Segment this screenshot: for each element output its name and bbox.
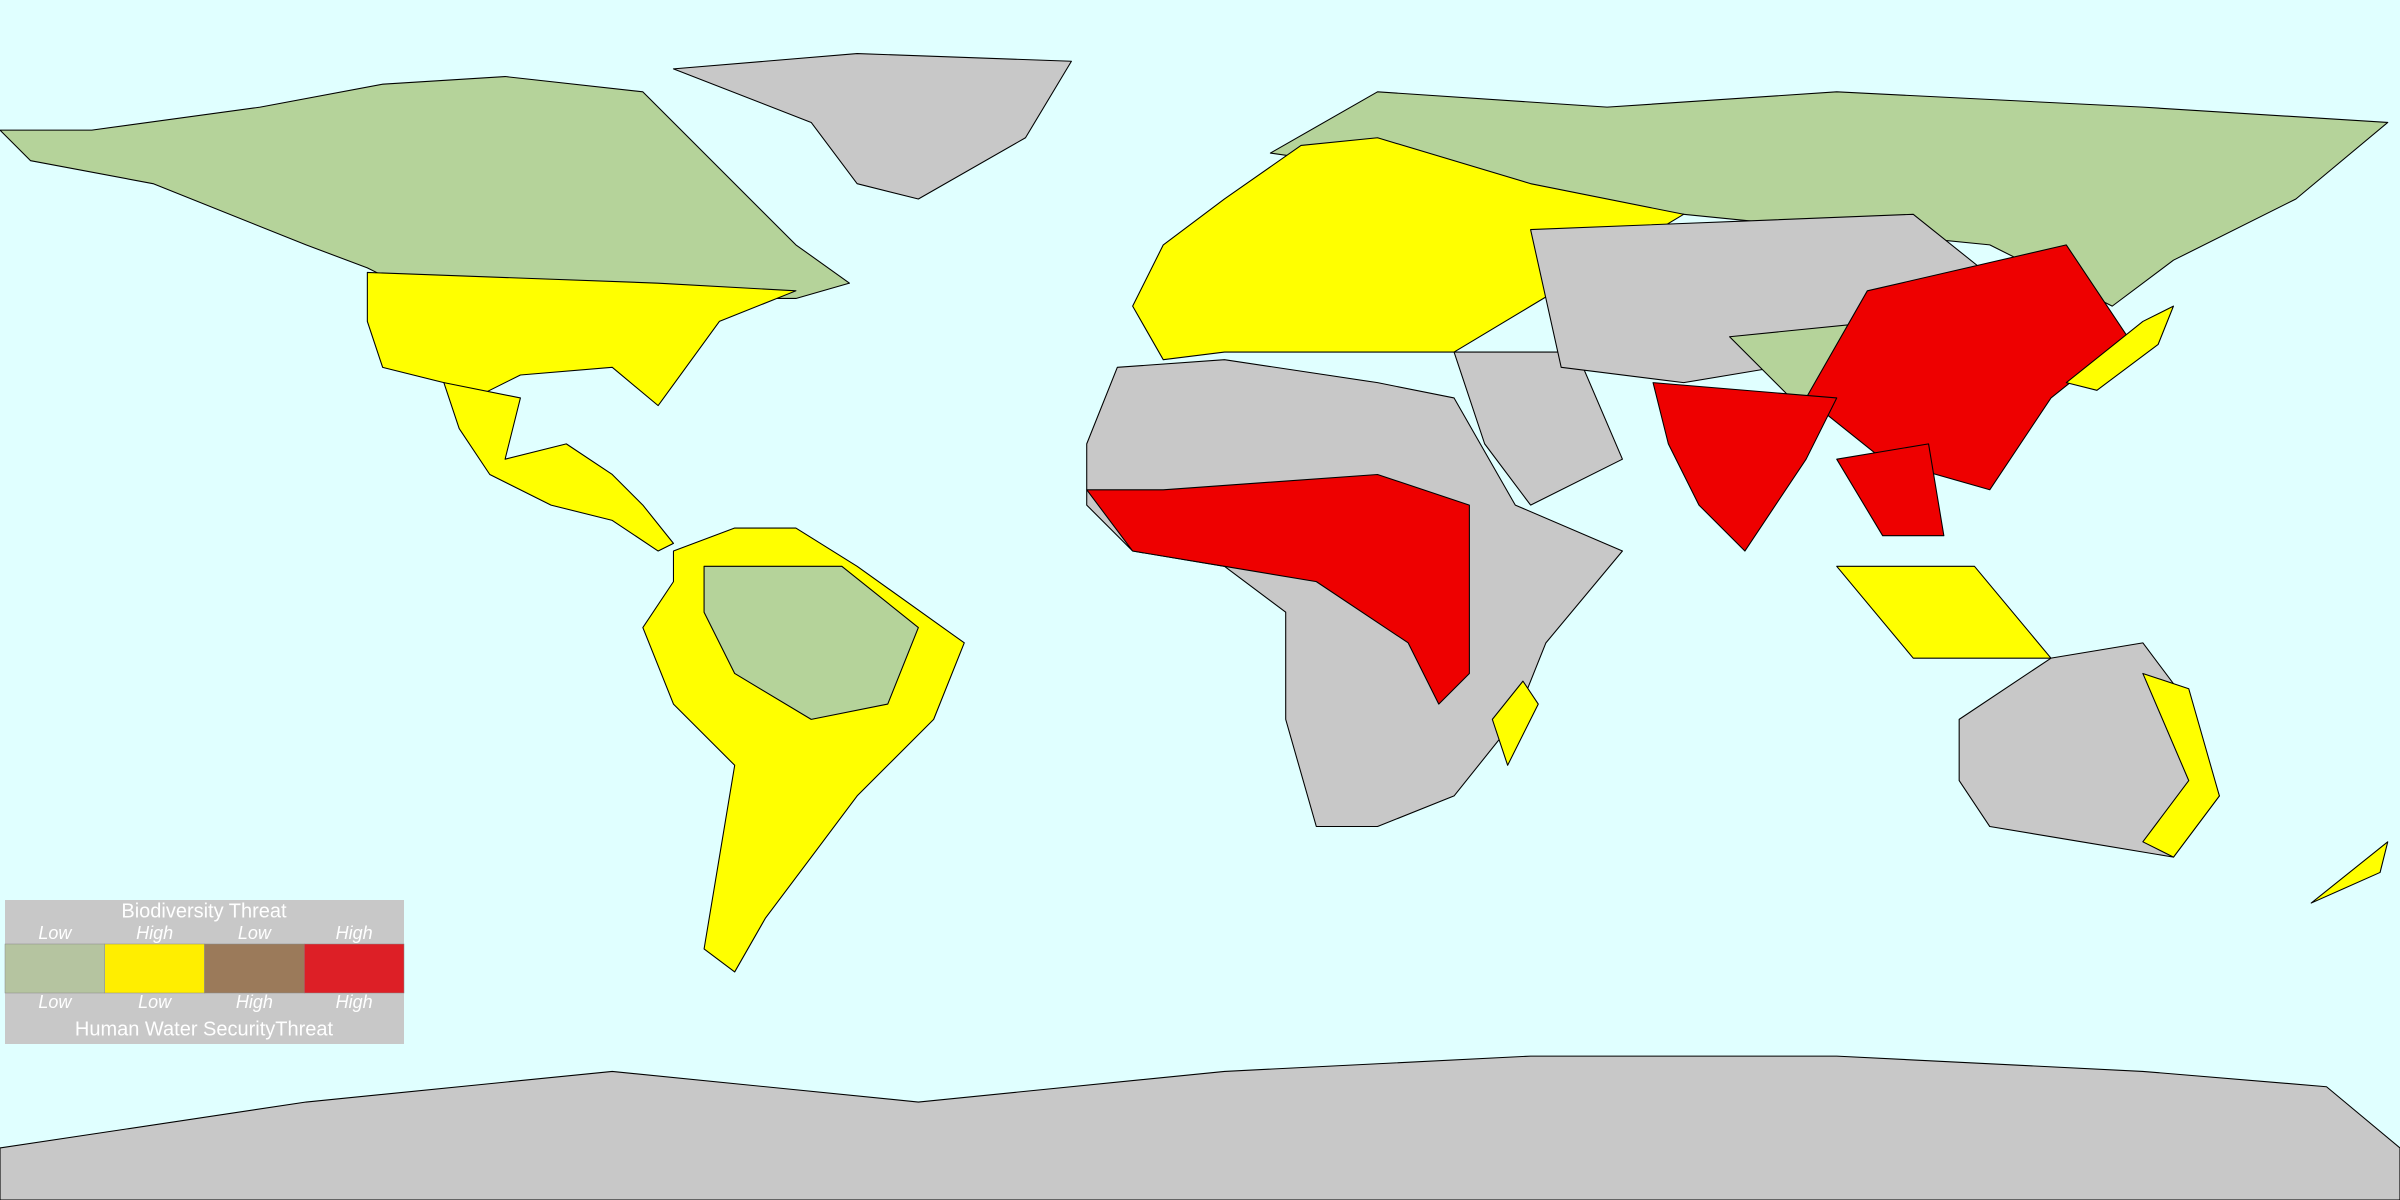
legend-bottom-label: Low: [138, 992, 172, 1012]
legend-top-label: High: [336, 923, 373, 943]
legend-swatch: [304, 943, 405, 994]
europe: [1132, 137, 1685, 361]
greenland: [672, 53, 1072, 200]
sahel: [1086, 473, 1470, 705]
legend-bottom-label: High: [336, 992, 373, 1012]
legend-swatch: [204, 943, 305, 994]
legend-top-label: Low: [238, 923, 272, 943]
legend-bottom-label: Low: [38, 992, 72, 1012]
land: [0, 53, 2400, 1200]
central-america: [443, 382, 674, 552]
legend-top-label: High: [136, 923, 173, 943]
legend-swatch: [4, 943, 105, 994]
japan: [2065, 305, 2174, 391]
madagascar: [1491, 680, 1539, 766]
southeast-asia: [1836, 443, 1945, 537]
middle-east: [1453, 351, 1623, 506]
legend-bottom-label: High: [236, 992, 273, 1012]
india: [1652, 382, 1838, 552]
usa: [366, 271, 797, 407]
legend-swatch: [104, 943, 205, 994]
amazon: [703, 565, 919, 720]
legend: Biodiversity Threat Human Water Security…: [4, 900, 405, 1044]
north-america: [0, 75, 851, 300]
legend-title: Biodiversity Threat: [121, 900, 287, 922]
east-australia: [2142, 672, 2220, 858]
legend-subtitle: Human Water SecurityThreat: [75, 1018, 334, 1040]
legend-top-label: Low: [38, 923, 72, 943]
new-zealand: [2310, 841, 2389, 904]
